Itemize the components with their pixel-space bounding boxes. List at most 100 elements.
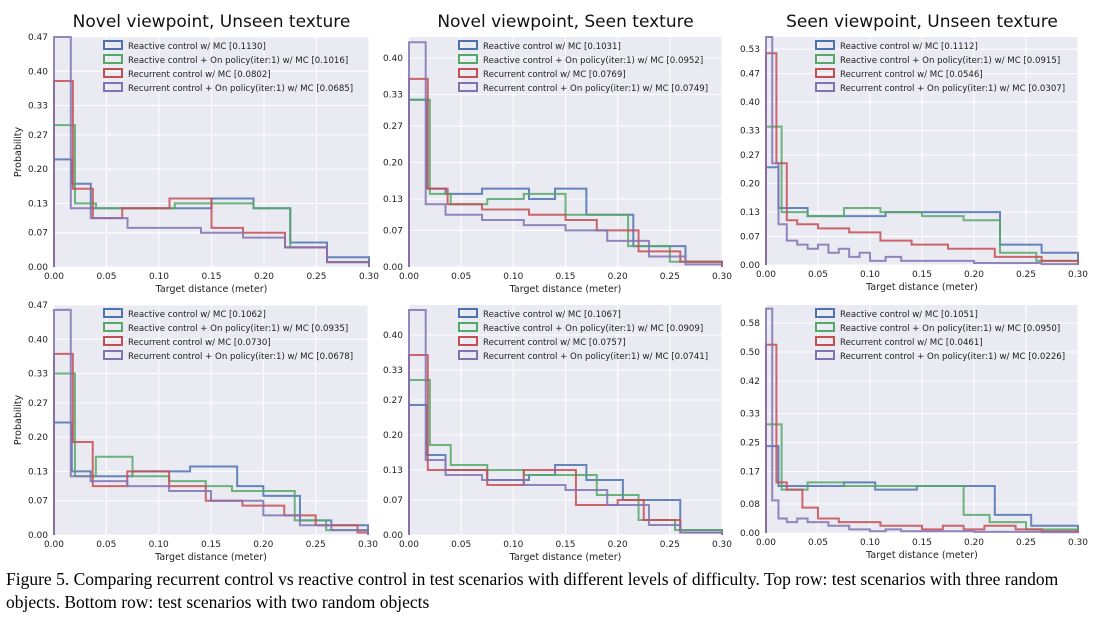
x-tick-label: 0.05 <box>451 272 471 282</box>
y-tick-label: 0.13 <box>740 208 760 218</box>
x-axis-label: Target distance (meter) <box>509 284 622 295</box>
y-tick-label: 0.20 <box>740 180 760 190</box>
legend-swatch <box>458 322 478 332</box>
y-tick-label: 0.33 <box>28 102 48 112</box>
y-tick-label: 0.00 <box>28 263 48 273</box>
y-tick-label: 0.33 <box>383 366 403 376</box>
x-tick-label: 0.00 <box>399 272 419 282</box>
legend-entry: Recurrent control + On policy(iter:1) w/… <box>483 84 708 94</box>
histogram-series-recurrent <box>53 352 369 535</box>
y-tick-label: 0.40 <box>383 54 403 64</box>
x-tick-label: 0.25 <box>660 272 680 282</box>
histogram-series-recurrent-onpolicy <box>53 36 370 267</box>
panel-5: 0.00 0.05 0.10 0.15 0.20 0.25 0.30 0.00 0.07 0.13… <box>383 305 732 563</box>
y-tick-label: 0.07 <box>740 233 760 243</box>
y-tick-label: 0.07 <box>383 496 403 506</box>
x-axis-label: Target distance (meter) <box>155 284 268 295</box>
x-tick-label: 0.20 <box>253 540 273 550</box>
histogram-series-recurrent <box>765 343 1079 533</box>
legend-swatch <box>458 82 478 92</box>
legend-entry: Recurrent control w/ MC [0.0757] <box>483 338 626 348</box>
x-tick-label: 0.15 <box>912 270 932 280</box>
histogram-series-recurrent-onpolicy <box>53 308 369 535</box>
y-tick-label: 0.40 <box>740 98 760 108</box>
legend-entry: Recurrent control + On policy(iter:1) w/… <box>840 352 1065 362</box>
x-tick-label: 0.20 <box>964 538 984 548</box>
legend-swatch <box>103 82 123 92</box>
legend-swatch <box>458 54 478 64</box>
legend-entry: Recurrent control w/ MC [0.0461] <box>840 338 983 348</box>
y-tick-label: 0.27 <box>28 399 48 409</box>
y-tick-label: 0.20 <box>28 433 48 443</box>
x-tick-label: 0.00 <box>756 538 776 548</box>
histogram-series-recurrent-onpolicy <box>765 307 1079 534</box>
panel-3: 0.00 0.05 0.10 0.15 0.20 0.25 0.30 0.00 0.07 0.13… <box>740 12 1088 293</box>
x-tick-label: 0.25 <box>306 272 326 282</box>
legend-swatch <box>815 40 835 50</box>
legend-entry: Reactive control w/ MC [0.1112] <box>840 42 978 52</box>
legend-swatch <box>103 322 123 332</box>
y-tick-label: 0.25 <box>740 439 760 449</box>
y-tick-label: 0.40 <box>28 67 48 77</box>
x-tick-label: 0.30 <box>1068 538 1088 548</box>
x-tick-label: 0.15 <box>555 540 575 550</box>
histogram-series-reactive-onpolicy <box>765 423 1079 533</box>
legend-swatch <box>815 54 835 64</box>
histogram-series-reactive-onpolicy <box>408 98 723 267</box>
figure-panels: 0.00 0.05 0.10 0.15 0.20 0.25 0.30 0.00 0.07 0.13… <box>13 12 1088 563</box>
x-tick-label: 0.30 <box>712 272 732 282</box>
x-tick-label: 0.00 <box>44 272 64 282</box>
y-tick-label: 0.40 <box>383 331 403 341</box>
x-tick-label: 0.10 <box>149 540 169 550</box>
y-tick-label: 0.33 <box>740 127 760 137</box>
legend-entry: Reactive control + On policy(iter:1) w/ … <box>128 324 348 334</box>
histogram-series-recurrent <box>408 354 723 535</box>
histogram-series-recurrent <box>408 77 723 267</box>
x-tick-label: 0.30 <box>1068 270 1088 280</box>
y-tick-label: 0.13 <box>383 195 403 205</box>
legend-entry: Recurrent control + On policy(iter:1) w/… <box>128 352 353 362</box>
y-tick-label: 0.17 <box>740 467 760 477</box>
legend-swatch <box>458 40 478 50</box>
y-tick-label: 0.07 <box>28 497 48 507</box>
legend-entry: Reactive control w/ MC [0.1051] <box>840 310 978 320</box>
legend-swatch <box>103 308 123 318</box>
x-tick-label: 0.15 <box>201 272 221 282</box>
legend-entry: Recurrent control + On policy(iter:1) w/… <box>840 84 1065 94</box>
histogram-series-recurrent <box>765 52 1079 265</box>
histogram-series-recurrent-onpolicy <box>408 41 723 267</box>
panel-6: 0.00 0.05 0.10 0.15 0.20 0.25 0.30 0.00 0.08 0.17… <box>740 305 1088 561</box>
y-tick-label: 0.00 <box>383 263 403 273</box>
legend-swatch <box>458 308 478 318</box>
x-tick-label: 0.30 <box>712 540 732 550</box>
x-tick-label: 0.10 <box>149 272 169 282</box>
x-axis-label: Target distance (meter) <box>865 282 978 293</box>
x-tick-label: 0.05 <box>96 540 116 550</box>
legend-entry: Recurrent control + On policy(iter:1) w/… <box>483 352 708 362</box>
legend-entry: Recurrent control w/ MC [0.0730] <box>128 338 271 348</box>
panel-2: 0.00 0.05 0.10 0.15 0.20 0.25 0.30 0.00 0.07 0.13… <box>383 12 732 295</box>
x-tick-label: 0.30 <box>359 272 379 282</box>
y-axis-label: Probability <box>13 395 24 446</box>
x-tick-label: 0.15 <box>912 538 932 548</box>
y-tick-label: 0.53 <box>740 45 760 55</box>
legend-entry: Reactive control + On policy(iter:1) w/ … <box>483 324 703 334</box>
y-tick-label: 0.40 <box>28 335 48 345</box>
y-tick-label: 0.58 <box>740 319 760 329</box>
x-tick-label: 0.15 <box>555 272 575 282</box>
legend-entry: Reactive control + On policy(iter:1) w/ … <box>128 56 348 66</box>
legend-swatch <box>103 54 123 64</box>
y-tick-label: 0.07 <box>383 226 403 236</box>
y-tick-label: 0.00 <box>28 531 48 541</box>
x-tick-label: 0.10 <box>860 270 880 280</box>
y-tick-label: 0.47 <box>740 70 760 80</box>
y-tick-label: 0.07 <box>28 229 48 239</box>
histogram-series-reactive <box>765 445 1079 533</box>
legend-entry: Recurrent control w/ MC [0.0546] <box>840 70 983 80</box>
y-tick-label: 0.47 <box>28 301 48 311</box>
x-tick-label: 0.25 <box>1016 538 1036 548</box>
legend-entry: Reactive control + On policy(iter:1) w/ … <box>840 324 1060 334</box>
legend-swatch <box>103 350 123 360</box>
y-tick-label: 0.27 <box>28 131 48 141</box>
panel-1: 0.00 0.05 0.10 0.15 0.20 0.25 0.30 0.00 0.07 0.13… <box>13 12 379 295</box>
